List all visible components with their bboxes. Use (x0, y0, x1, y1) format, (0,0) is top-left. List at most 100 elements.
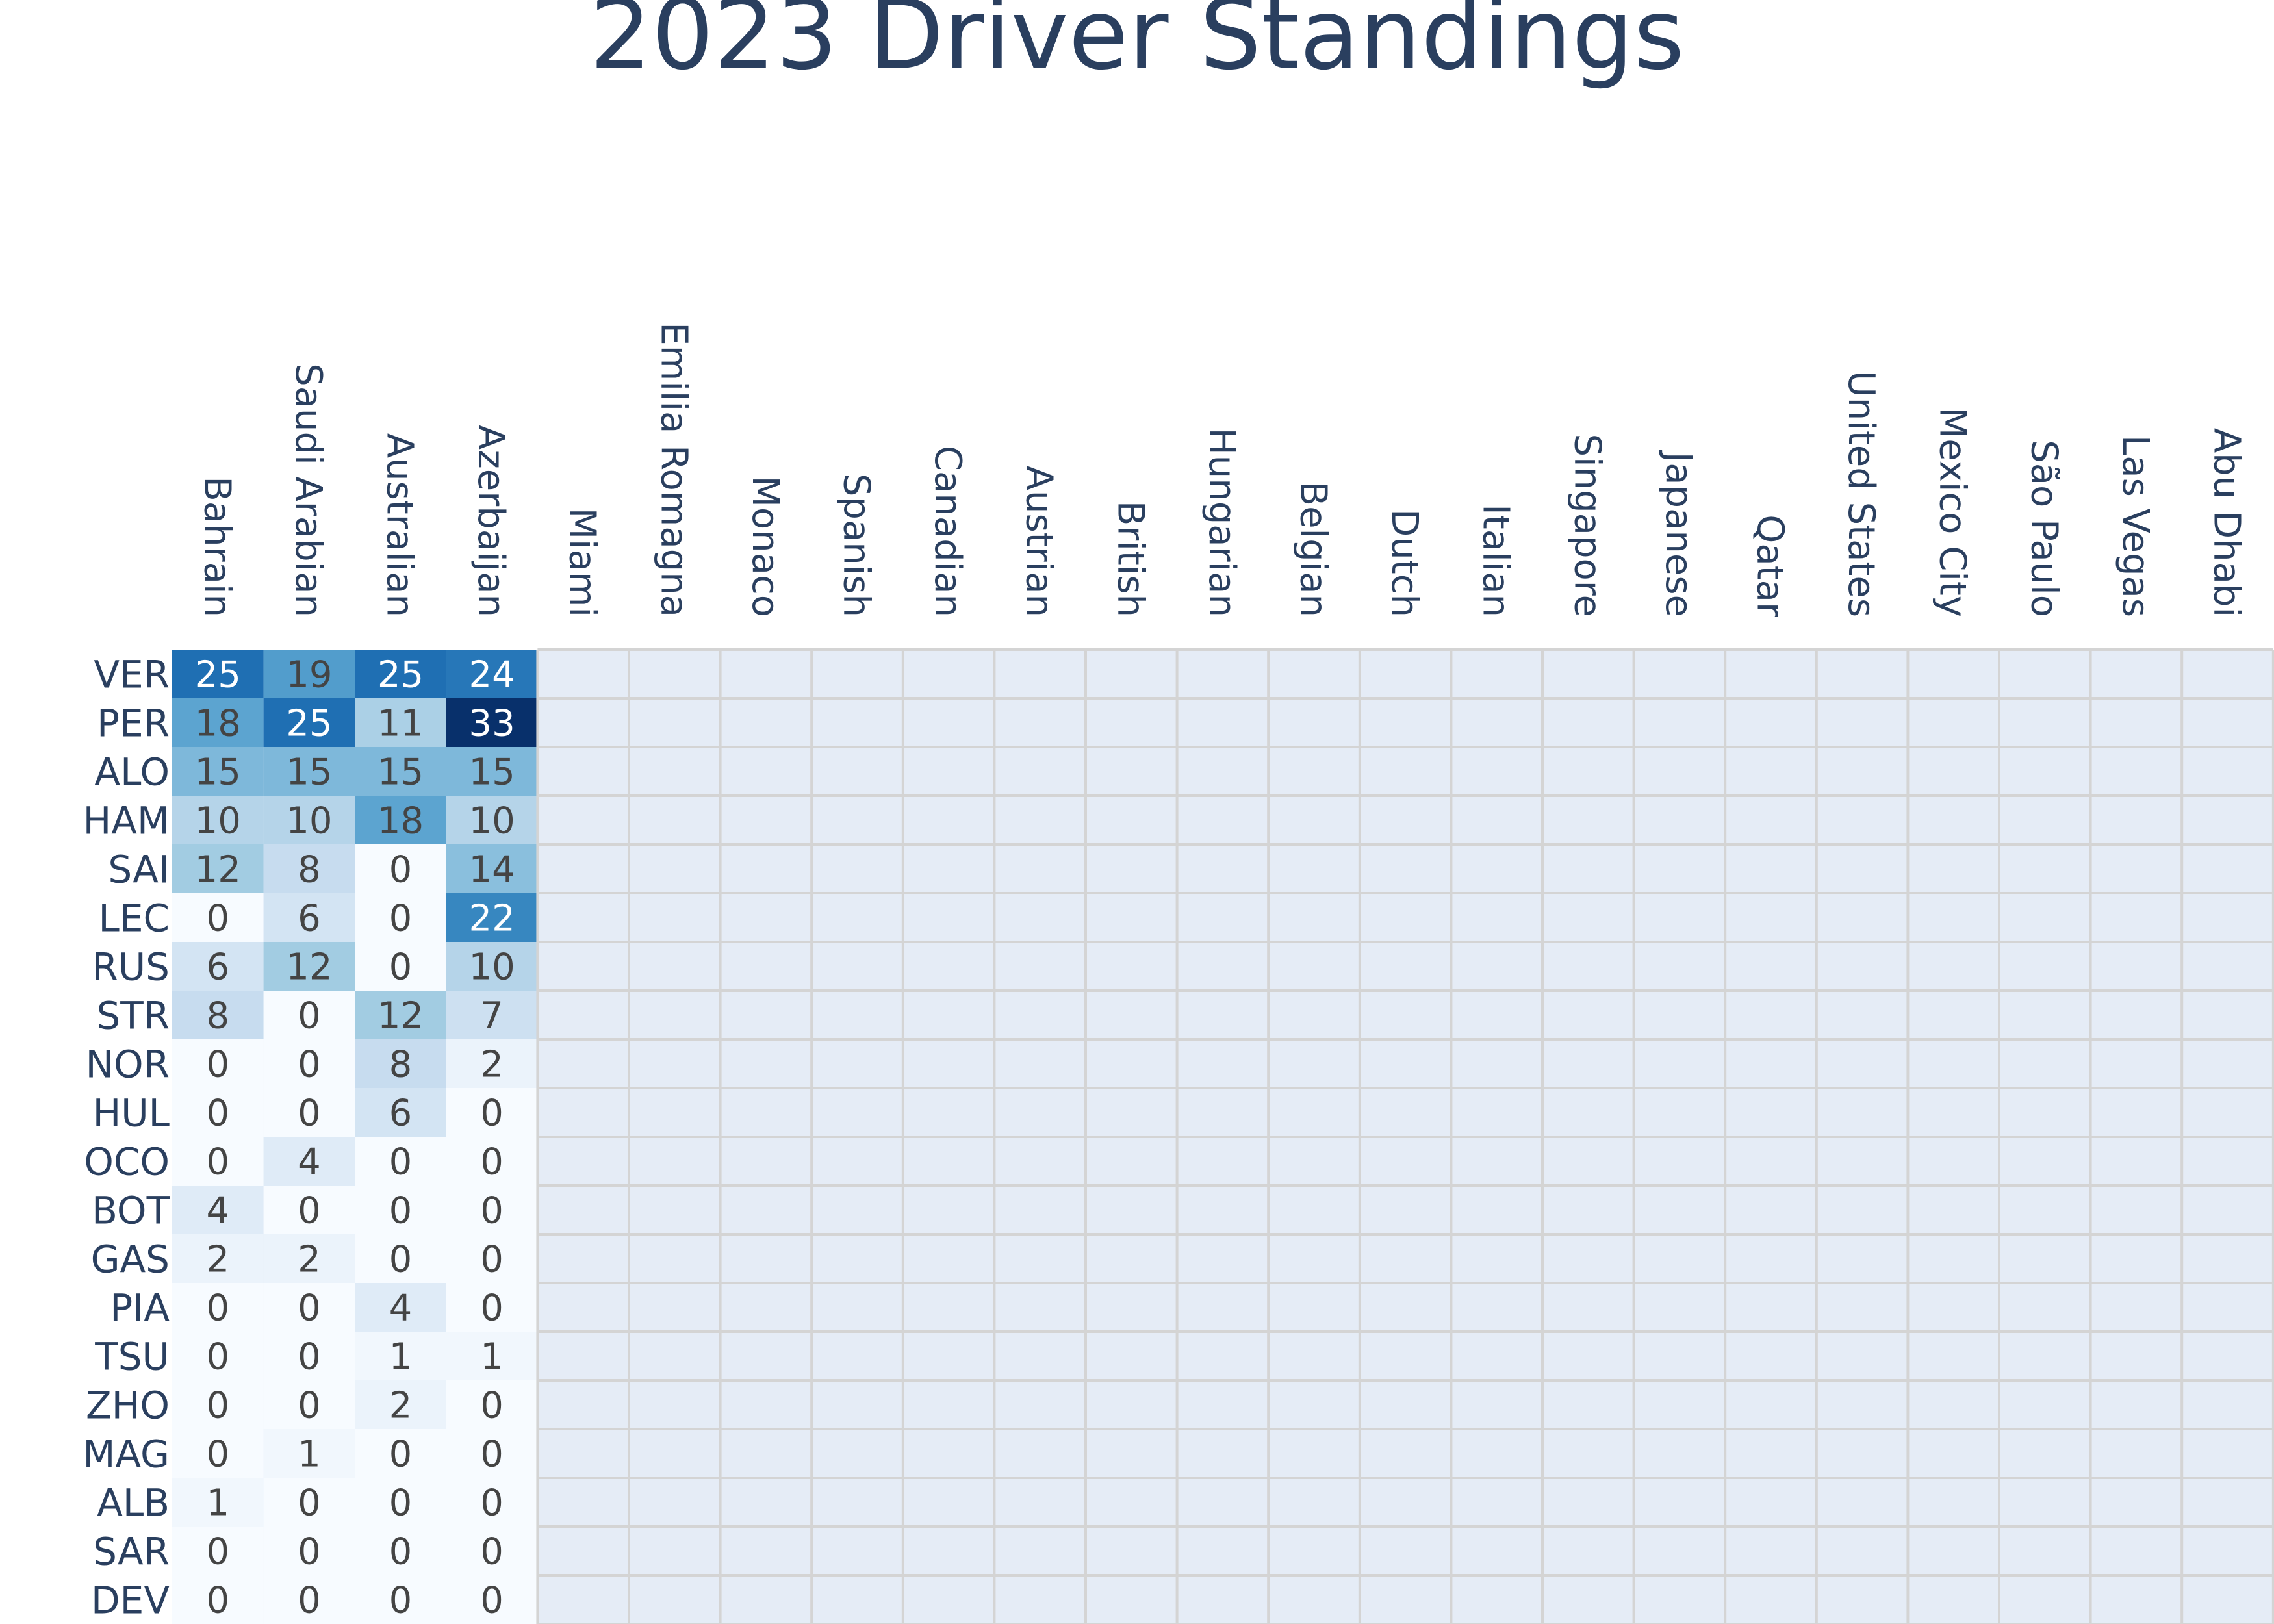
heatmap-cell (263, 844, 355, 893)
heatmap-cell (355, 844, 446, 893)
cell-value-label: 0 (389, 1190, 413, 1232)
heatmap-cell (172, 1478, 264, 1527)
column-label: Spanish (836, 474, 878, 617)
cell-value-label: 0 (206, 1336, 229, 1378)
row-label: ALO (94, 750, 170, 794)
cell-value-label: 0 (298, 1044, 321, 1086)
cell-value-label: 0 (298, 1482, 321, 1525)
heatmap-cell (355, 650, 446, 698)
row-label: LEC (99, 896, 170, 941)
row-label: DEV (91, 1579, 170, 1623)
column-label: Australian (379, 433, 421, 617)
cell-value-label: 7 (480, 995, 504, 1037)
cell-value-label: 15 (286, 752, 332, 794)
heatmap-cells (172, 650, 538, 1624)
cell-value-label: 0 (206, 1044, 229, 1086)
cell-value-label: 8 (206, 995, 229, 1037)
heatmap-cell (263, 1039, 355, 1088)
cell-value-label: 10 (468, 946, 515, 989)
heatmap-cell (355, 1186, 446, 1234)
column-label: Las Vegas (2114, 435, 2156, 617)
cell-value-label: 0 (298, 1385, 321, 1427)
row-label: VER (94, 653, 170, 697)
heatmap-cell (446, 893, 538, 942)
cell-value-label: 0 (206, 1580, 229, 1622)
cell-value-label: 12 (377, 995, 424, 1037)
heatmap-cell (446, 1186, 538, 1234)
cell-value-label: 25 (377, 654, 424, 696)
cell-value-label: 10 (286, 800, 332, 843)
cell-value-label: 0 (206, 898, 229, 940)
heatmap-cell (446, 1039, 538, 1088)
heatmap-cell (263, 942, 355, 991)
heatmap-cell (355, 1527, 446, 1575)
cell-value-label: 6 (298, 898, 321, 940)
heatmap-cell (172, 1234, 264, 1283)
cell-value-label: 18 (377, 800, 424, 843)
heatmap-cell (263, 1332, 355, 1380)
heatmap-cell (446, 1527, 538, 1575)
cell-value-label: 24 (468, 654, 515, 696)
cell-value-label: 0 (298, 1190, 321, 1232)
row-label: SAR (93, 1530, 170, 1574)
cell-value-label: 0 (480, 1190, 504, 1232)
cell-value-label: 0 (298, 1336, 321, 1378)
cell-value-label: 0 (389, 1239, 413, 1281)
cell-value-label: 0 (389, 849, 413, 891)
heatmap-cell (355, 1234, 446, 1283)
cell-value-label: 10 (468, 800, 515, 843)
column-label: Japanese (1657, 450, 1700, 617)
heatmap-cell (446, 1575, 538, 1624)
cell-value-label: 0 (298, 1531, 321, 1573)
heatmap-cell (172, 1380, 264, 1429)
cell-value-label: 12 (195, 849, 241, 891)
heatmap-cell (263, 991, 355, 1039)
cell-value-label: 6 (206, 946, 229, 989)
column-label: United States (1840, 371, 1882, 617)
heatmap-cell (355, 796, 446, 844)
cell-value-label: 8 (389, 1044, 413, 1086)
column-label: Hungarian (1201, 428, 1243, 617)
gridlines (536, 648, 2274, 1624)
heatmap-cell (263, 1186, 355, 1234)
cell-value-label: 0 (206, 1531, 229, 1573)
cell-value-label: 0 (389, 1531, 413, 1573)
heatmap-cell (263, 796, 355, 844)
cell-value-label: 1 (298, 1434, 321, 1476)
row-label: HUL (93, 1091, 170, 1136)
cell-value-label: 0 (206, 1288, 229, 1330)
heatmap-cell (172, 698, 264, 747)
heatmap-cell (263, 1088, 355, 1137)
cell-value-label: 1 (206, 1482, 229, 1525)
cell-value-label: 15 (377, 752, 424, 794)
row-label: PER (97, 702, 170, 746)
row-label: STR (96, 994, 170, 1038)
cell-value-label: 0 (480, 1531, 504, 1573)
heatmap-cell (446, 1234, 538, 1283)
heatmap-cell (172, 1088, 264, 1137)
column-label: Canadian (926, 446, 969, 617)
heatmap-cell (446, 796, 538, 844)
heatmap-cell (172, 1429, 264, 1478)
column-label: Singapore (1566, 433, 1608, 617)
column-label: Monaco (744, 476, 786, 617)
row-label: ALB (97, 1481, 170, 1525)
cell-value-label: 0 (298, 995, 321, 1037)
cell-value-label: 0 (389, 898, 413, 940)
heatmap-cell (446, 1332, 538, 1380)
heatmap-cell (263, 1575, 355, 1624)
heatmap-cell (172, 1137, 264, 1186)
heatmap-cell (446, 1137, 538, 1186)
heatmap-cell (263, 1429, 355, 1478)
cell-value-label: 25 (286, 703, 332, 745)
heatmap-cell (446, 1088, 538, 1137)
heatmap-cell (355, 942, 446, 991)
heatmap-cell (263, 650, 355, 698)
cell-value-label: 15 (195, 752, 241, 794)
heatmap-cell (172, 1332, 264, 1380)
row-label: NOR (86, 1043, 170, 1087)
row-label: RUS (92, 945, 170, 989)
cell-value-label: 0 (389, 1434, 413, 1476)
heatmap-cell (355, 1332, 446, 1380)
